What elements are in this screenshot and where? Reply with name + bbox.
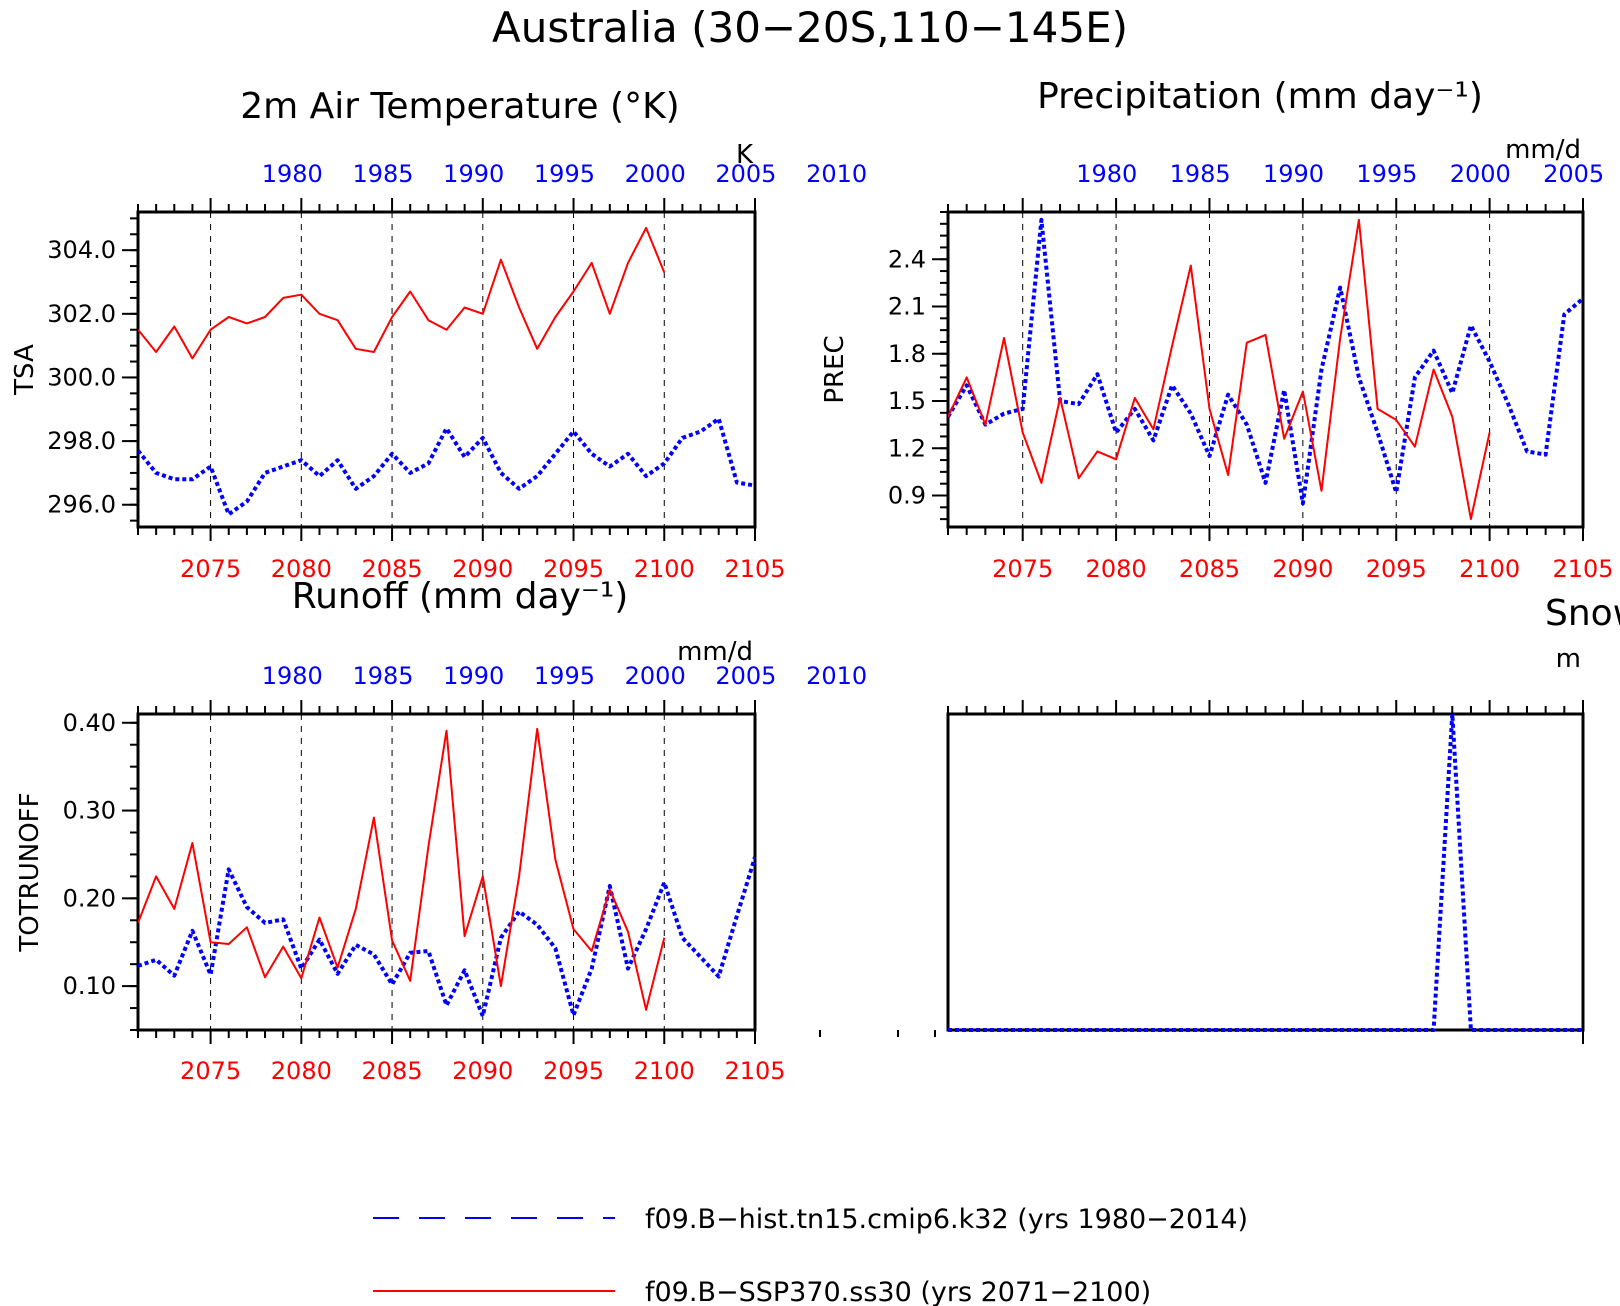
bottom-tick-label: 2105 <box>724 555 785 583</box>
bottom-tick-label: 2090 <box>452 1057 513 1085</box>
top-tick-label: 1990 <box>1263 160 1324 188</box>
y-axis-label: PREC <box>820 335 850 403</box>
bottom-tick-label: 2095 <box>1366 555 1427 583</box>
y-tick-label: 2.1 <box>888 293 926 321</box>
y-axis-label: TSA <box>10 344 40 396</box>
bottom-tick-label: 2085 <box>1179 555 1240 583</box>
runoff-series-hist-line <box>138 856 755 1018</box>
y-tick-label: 1.8 <box>888 340 926 368</box>
panel-title: 2m Air Temperature (°K) <box>240 86 679 127</box>
y-tick-label: 0.9 <box>888 482 926 510</box>
y-tick-label: 0.20 <box>63 884 116 912</box>
bottom-tick-label: 2100 <box>634 555 695 583</box>
y-tick-label: 296.0 <box>47 491 116 519</box>
top-tick-label: 2005 <box>715 662 776 690</box>
snow-series-hist-line <box>948 712 1583 1032</box>
panel-title: Precipitation (mm day⁻¹) <box>1037 76 1483 117</box>
panels: 2m Air Temperature (°K) K 1980 1985 1990 1995… <box>10 76 1620 1085</box>
bottom-tick-label: 2105 <box>724 1057 785 1085</box>
bottom-tick-label: 2075 <box>180 1057 241 1085</box>
bottom-tick-label: 2075 <box>992 555 1053 583</box>
bottom-tick-label: 2080 <box>1086 555 1147 583</box>
bottom-tick-label: 2080 <box>271 1057 332 1085</box>
top-tick-label: 1985 <box>352 160 413 188</box>
prec-series-ssp-line <box>948 218 1491 521</box>
top-tick-label: 2005 <box>1543 160 1604 188</box>
y-tick-label: 1.2 <box>888 434 926 462</box>
top-tick-label: 1985 <box>352 662 413 690</box>
top-tick-label: 2010 <box>806 662 867 690</box>
top-tick-label: 1980 <box>1076 160 1137 188</box>
y-axis-label: TOTRUNOFF <box>15 792 45 952</box>
runoff-panel: Runoff (mm day⁻¹) mm/d 1980 1985 1990 1995 200… <box>15 576 867 1085</box>
plot-frame <box>136 712 757 1032</box>
top-tick-label: 1990 <box>443 662 504 690</box>
bottom-tick-label: 2100 <box>634 1057 695 1085</box>
tsa-series-hist-line <box>138 416 755 517</box>
y-tick-label: 0.40 <box>63 709 116 737</box>
top-tick-label: 2000 <box>625 662 686 690</box>
y-tick-label: 300.0 <box>47 363 116 391</box>
prec-panel: Precipitation (mm day⁻¹) mm/d 1980 1985 1990… <box>820 76 1614 583</box>
top-tick-label: 1995 <box>1356 160 1417 188</box>
plot-frame <box>136 210 757 529</box>
bottom-tick-label: 2105 <box>1552 555 1613 583</box>
bottom-tick-label: 2085 <box>362 1057 423 1085</box>
bottom-tick-label: 2090 <box>452 555 513 583</box>
bottom-tick-label: 2100 <box>1459 555 1520 583</box>
bottom-tick-label: 2090 <box>1272 555 1333 583</box>
bottom-tick-label: 2085 <box>362 555 423 583</box>
snow-panel: Snow Dep m <box>946 593 1620 1044</box>
top-tick-label: 1990 <box>443 160 504 188</box>
prec-series-hist-line <box>948 217 1583 506</box>
y-tick-label: 302.0 <box>47 300 116 328</box>
top-tick-label: 2010 <box>806 160 867 188</box>
bottom-tick-label: 2075 <box>180 555 241 583</box>
units-label: K <box>736 140 754 170</box>
plot-frame <box>946 210 1585 529</box>
plot-frame <box>946 712 1585 1032</box>
top-tick-label: 1995 <box>534 662 595 690</box>
y-tick-label: 304.0 <box>47 236 116 264</box>
legend-label: f09.B−SSP370.ss30 (yrs 2071−2100) <box>645 1277 1151 1306</box>
top-tick-label: 2005 <box>715 160 776 188</box>
runoff-series-ssp-line <box>138 727 666 1011</box>
panel-title: Runoff (mm day⁻¹) <box>292 576 629 617</box>
bottom-tick-label: 2095 <box>543 555 604 583</box>
legend: f09.B−hist.tn15.cmip6.k32 (yrs 1980−2014… <box>373 1204 1248 1306</box>
y-tick-label: 298.0 <box>47 427 116 455</box>
top-tick-label: 2000 <box>1450 160 1511 188</box>
page-title: Australia (30−20S,110−145E) <box>492 3 1128 52</box>
top-tick-label: 1980 <box>262 662 323 690</box>
top-tick-label: 1985 <box>1170 160 1231 188</box>
tsa-series-ssp-line <box>138 226 666 360</box>
bottom-tick-label: 2080 <box>271 555 332 583</box>
top-tick-label: 1980 <box>262 160 323 188</box>
units-label: mm/d <box>677 637 753 667</box>
y-tick-label: 0.30 <box>63 797 116 825</box>
units-label: mm/d <box>1505 135 1581 165</box>
units-label: m <box>1556 644 1581 674</box>
bottom-tick-label: 2095 <box>543 1057 604 1085</box>
y-tick-label: 1.5 <box>888 387 926 415</box>
panel-title: Snow Dep <box>1545 593 1620 634</box>
top-tick-label: 1995 <box>534 160 595 188</box>
y-tick-label: 0.10 <box>63 972 116 1000</box>
top-tick-label: 2000 <box>625 160 686 188</box>
y-tick-label: 2.4 <box>888 245 926 273</box>
tsa-panel: 2m Air Temperature (°K) K 1980 1985 1990 1995… <box>10 86 867 583</box>
legend-label: f09.B−hist.tn15.cmip6.k32 (yrs 1980−2014… <box>645 1204 1248 1235</box>
